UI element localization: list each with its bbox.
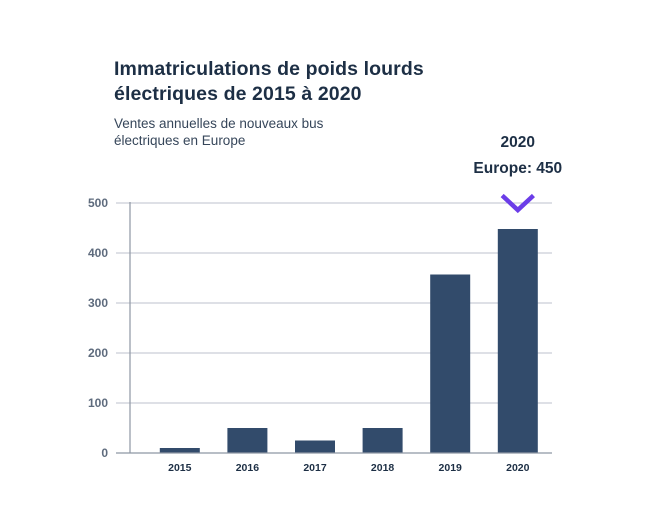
x-category-label-2016: 2016 (236, 462, 260, 474)
chart-title: Immatriculations de poids lourds électri… (114, 57, 494, 107)
highlight-value-label: Europe: 450 (473, 160, 562, 177)
y-tick-label-200: 200 (88, 346, 108, 360)
bar-2019 (430, 274, 471, 453)
y-tick-label-500: 500 (88, 196, 108, 210)
x-category-label-2020: 2020 (506, 462, 530, 474)
bar-2018 (362, 428, 403, 453)
bar-2015 (159, 448, 200, 453)
gridlines (116, 202, 552, 404)
x-category-label-2017: 2017 (303, 462, 327, 474)
x-category-label-2015: 2015 (168, 462, 192, 474)
y-tick-label-400: 400 (88, 246, 108, 260)
y-tick-label-0: 0 (101, 446, 108, 460)
axes (116, 202, 552, 454)
bars (159, 229, 538, 453)
y-tick-label-300: 300 (88, 296, 108, 310)
chart-subtitle: Ventes annuelles de nouveaux bus électri… (114, 115, 414, 149)
x-category-label-2018: 2018 (371, 462, 395, 474)
x-category-label-2019: 2019 (439, 462, 463, 474)
chart-subtitle-line-2: électriques en Europe (114, 133, 246, 148)
bar-2017 (295, 440, 335, 453)
chart-title-line-1: Immatriculations de poids lourds (114, 58, 424, 80)
y-tick-labels: 0 100 200 300 400 500 (88, 196, 108, 460)
chart-subtitle-line-1: Ventes annuelles de nouveaux bus (114, 116, 324, 131)
highlight-year-label: 2020 (501, 134, 535, 151)
bar-2016 (227, 428, 268, 453)
bar-2020 (497, 229, 538, 453)
x-category-labels: 2015 2016 2017 2018 2019 2020 (168, 462, 530, 474)
y-tick-label-100: 100 (88, 396, 108, 410)
chevron-down-icon (500, 193, 535, 214)
highlight-annotation: 2020 Europe: 450 (473, 134, 562, 214)
chart-title-line-2: électriques de 2015 à 2020 (114, 83, 362, 105)
